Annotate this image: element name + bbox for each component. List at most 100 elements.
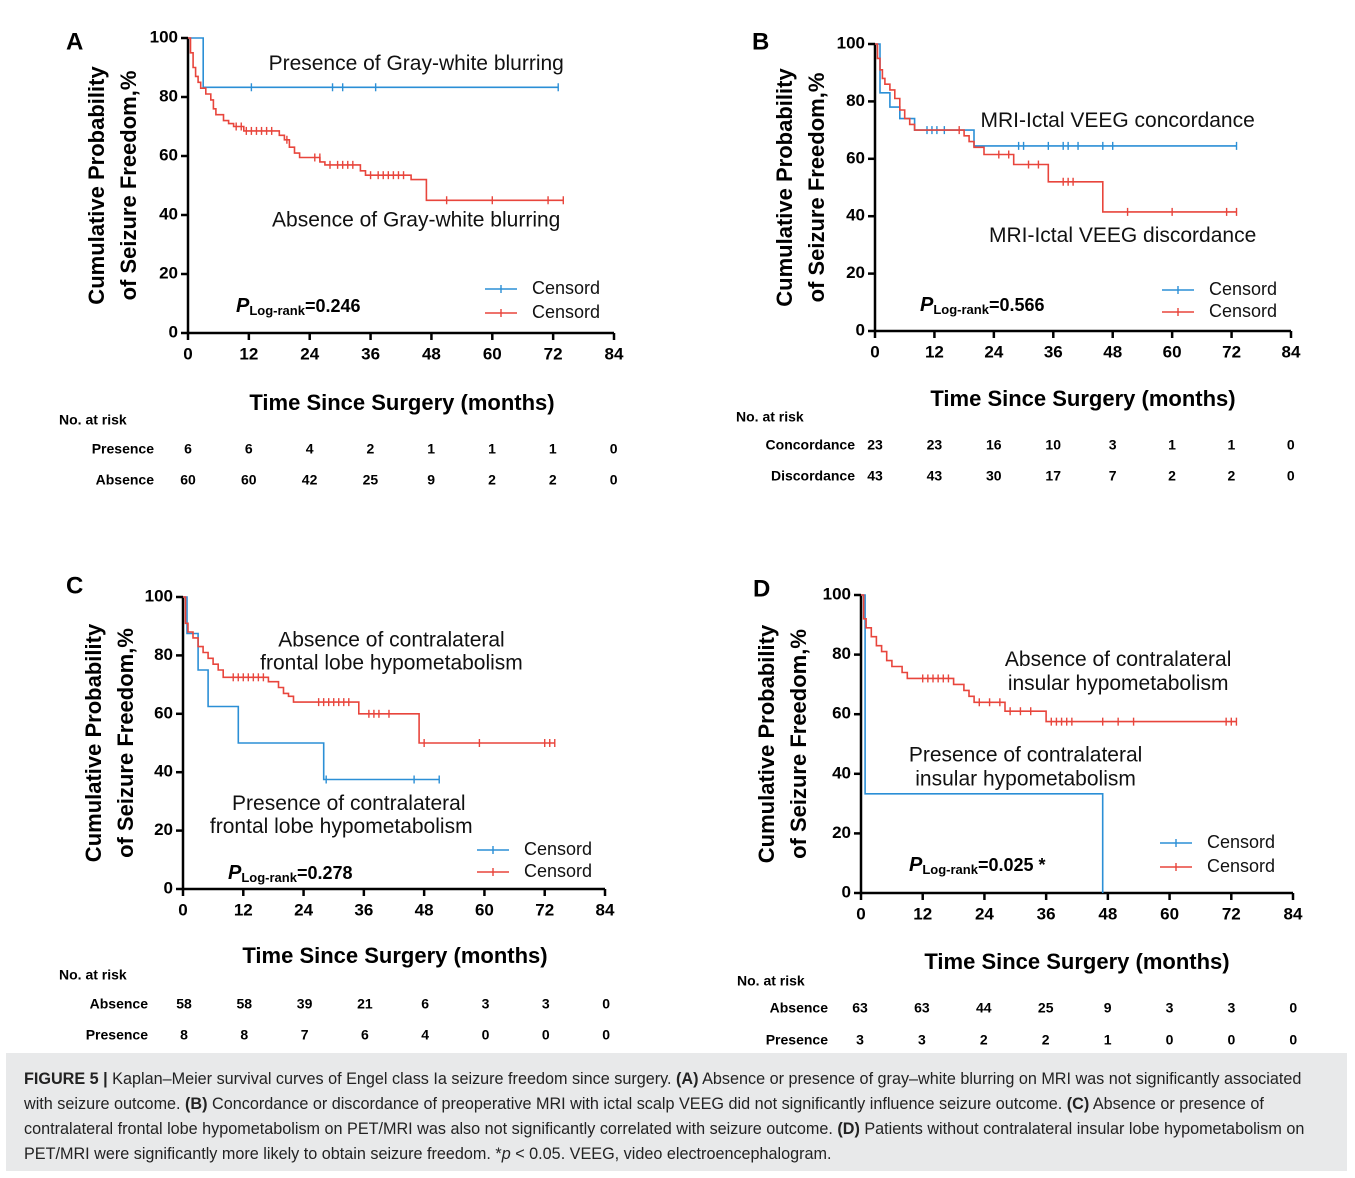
y-tick-label-60: 60 [832, 704, 851, 723]
risk-row-1-value-8: 0 [1287, 437, 1295, 453]
x-tick-label-60: 60 [475, 900, 494, 919]
risk-row-label-1: Absence [770, 1000, 829, 1016]
y-tick-label-80: 80 [846, 91, 865, 110]
risk-row-2-value-1: 3 [856, 1032, 864, 1048]
risk-row-label-1: Absence [90, 996, 149, 1012]
risk-row-label-2: Presence [766, 1032, 828, 1048]
y-tick-label-20: 20 [846, 263, 865, 282]
risk-row-2-value-3: 30 [986, 468, 1002, 484]
risk-row-1-value-8: 0 [610, 441, 618, 457]
risk-row-1-value-6: 3 [1166, 1000, 1174, 1016]
p-value-subscript: Log-rank [922, 862, 978, 877]
caption-p-italic: p [501, 1145, 511, 1163]
risk-row-1-value-2: 23 [927, 437, 943, 453]
risk-row-2-value-4: 2 [1042, 1032, 1050, 1048]
p-value-number: =0.025 * [978, 855, 1046, 875]
risk-row-1-value-3: 4 [306, 441, 314, 457]
p-value-label: PLog-rank=0.566 [920, 294, 1045, 317]
x-tick-label-84: 84 [1284, 904, 1303, 923]
y-tick-label-40: 40 [154, 762, 173, 781]
p-value-number: =0.278 [297, 863, 353, 883]
y-tick-label-80: 80 [154, 645, 173, 664]
caption-d-label: (D) [837, 1120, 860, 1138]
x-tick-label-60: 60 [1160, 904, 1179, 923]
y-tick-label-0: 0 [842, 882, 851, 901]
series-2-curve [183, 596, 555, 744]
series-2-curve [861, 594, 1237, 723]
x-tick-label-84: 84 [596, 900, 615, 919]
risk-row-1-value-6: 3 [482, 996, 490, 1012]
legend-label-1: Censord [1207, 832, 1275, 852]
x-axis-label: Time Since Surgery (months) [924, 949, 1229, 974]
y-tick-label-40: 40 [832, 763, 851, 782]
x-tick-label-24: 24 [294, 900, 313, 919]
legend-label-1: Censord [1209, 279, 1277, 299]
x-tick-label-12: 12 [913, 904, 932, 923]
risk-row-2-value-6: 2 [488, 472, 496, 488]
y-tick-label-100: 100 [837, 33, 865, 52]
p-value-subscript: Log-rank [241, 870, 297, 885]
risk-row-2-value-2: 43 [927, 468, 943, 484]
x-tick-label-72: 72 [535, 900, 554, 919]
y-tick-label-20: 20 [159, 263, 178, 282]
x-tick-label-48: 48 [422, 344, 441, 363]
curve-annotation-2: insular hypometabolism [1008, 672, 1229, 695]
y-tick-label-0: 0 [169, 322, 178, 341]
risk-table-title: No. at risk [737, 973, 805, 989]
y-axis-label-line1: Cumulative Probability [772, 68, 797, 307]
x-axis-label: Time Since Surgery (months) [242, 943, 547, 968]
y-tick-label-100: 100 [150, 27, 178, 46]
risk-row-1-value-6: 1 [1168, 437, 1176, 453]
caption-intro: Kaplan–Meier survival curves of Engel cl… [107, 1070, 676, 1088]
risk-row-label-2: Discordance [771, 468, 855, 484]
x-tick-label-24: 24 [984, 342, 1003, 361]
risk-row-1-value-7: 3 [542, 996, 550, 1012]
risk-row-1-value-8: 0 [1289, 1000, 1297, 1016]
risk-row-2-value-4: 25 [363, 472, 379, 488]
caption-d-text: Patients without contralateral insular l… [24, 1120, 1305, 1163]
curve-annotation-1: Presence of Gray-white blurring [269, 52, 564, 75]
risk-row-1-value-1: 63 [852, 1000, 868, 1016]
x-axis-label: Time Since Surgery (months) [930, 386, 1235, 411]
risk-row-2-value-2: 60 [241, 472, 257, 488]
y-axis-label-line2: of Seizure Freedom,% [116, 71, 141, 301]
figure-caption: FIGURE 5 | Kaplan–Meier survival curves … [24, 1067, 1329, 1167]
risk-row-2-value-3: 2 [980, 1032, 988, 1048]
x-tick-label-60: 60 [483, 344, 502, 363]
risk-row-1-value-3: 39 [297, 996, 313, 1012]
y-tick-label-80: 80 [832, 644, 851, 663]
x-tick-label-24: 24 [300, 344, 319, 363]
y-tick-label-60: 60 [846, 148, 865, 167]
risk-row-label-1: Presence [92, 441, 154, 457]
curve-annotation-1: Absence of contralateral [1005, 648, 1231, 671]
p-value-symbol: P [920, 294, 934, 316]
x-tick-label-48: 48 [1103, 342, 1122, 361]
risk-table-title: No. at risk [736, 409, 804, 425]
p-value-symbol: P [228, 862, 242, 884]
x-tick-label-84: 84 [605, 344, 624, 363]
y-axis-label-line1: Cumulative Probability [84, 66, 109, 305]
caption-b-text: Concordance or discordance of preoperati… [207, 1095, 1067, 1113]
risk-table-title: No. at risk [59, 967, 127, 983]
caption-tail: < 0.05. VEEG, video electroencephalogram… [510, 1145, 832, 1163]
legend-label-2: Censord [1207, 856, 1275, 876]
y-tick-label-20: 20 [154, 820, 173, 839]
panel-label: B [752, 28, 769, 55]
panel-label: C [66, 572, 83, 599]
y-tick-label-100: 100 [145, 586, 173, 605]
risk-row-2-value-7: 2 [1228, 468, 1236, 484]
x-tick-label-36: 36 [361, 344, 380, 363]
risk-row-2-value-2: 3 [918, 1032, 926, 1048]
risk-row-2-value-6: 0 [482, 1027, 490, 1043]
caption-a-label: (A) [676, 1070, 699, 1088]
p-value-symbol: P [236, 295, 250, 317]
risk-row-1-value-4: 10 [1045, 437, 1061, 453]
risk-row-2-value-7: 2 [549, 472, 557, 488]
risk-row-1-value-7: 1 [549, 441, 557, 457]
risk-row-1-value-2: 63 [914, 1000, 930, 1016]
risk-row-2-value-7: 0 [542, 1027, 550, 1043]
risk-row-1-value-7: 3 [1228, 1000, 1236, 1016]
series-1-curve [188, 37, 559, 89]
caption-c-label: (C) [1066, 1095, 1090, 1113]
